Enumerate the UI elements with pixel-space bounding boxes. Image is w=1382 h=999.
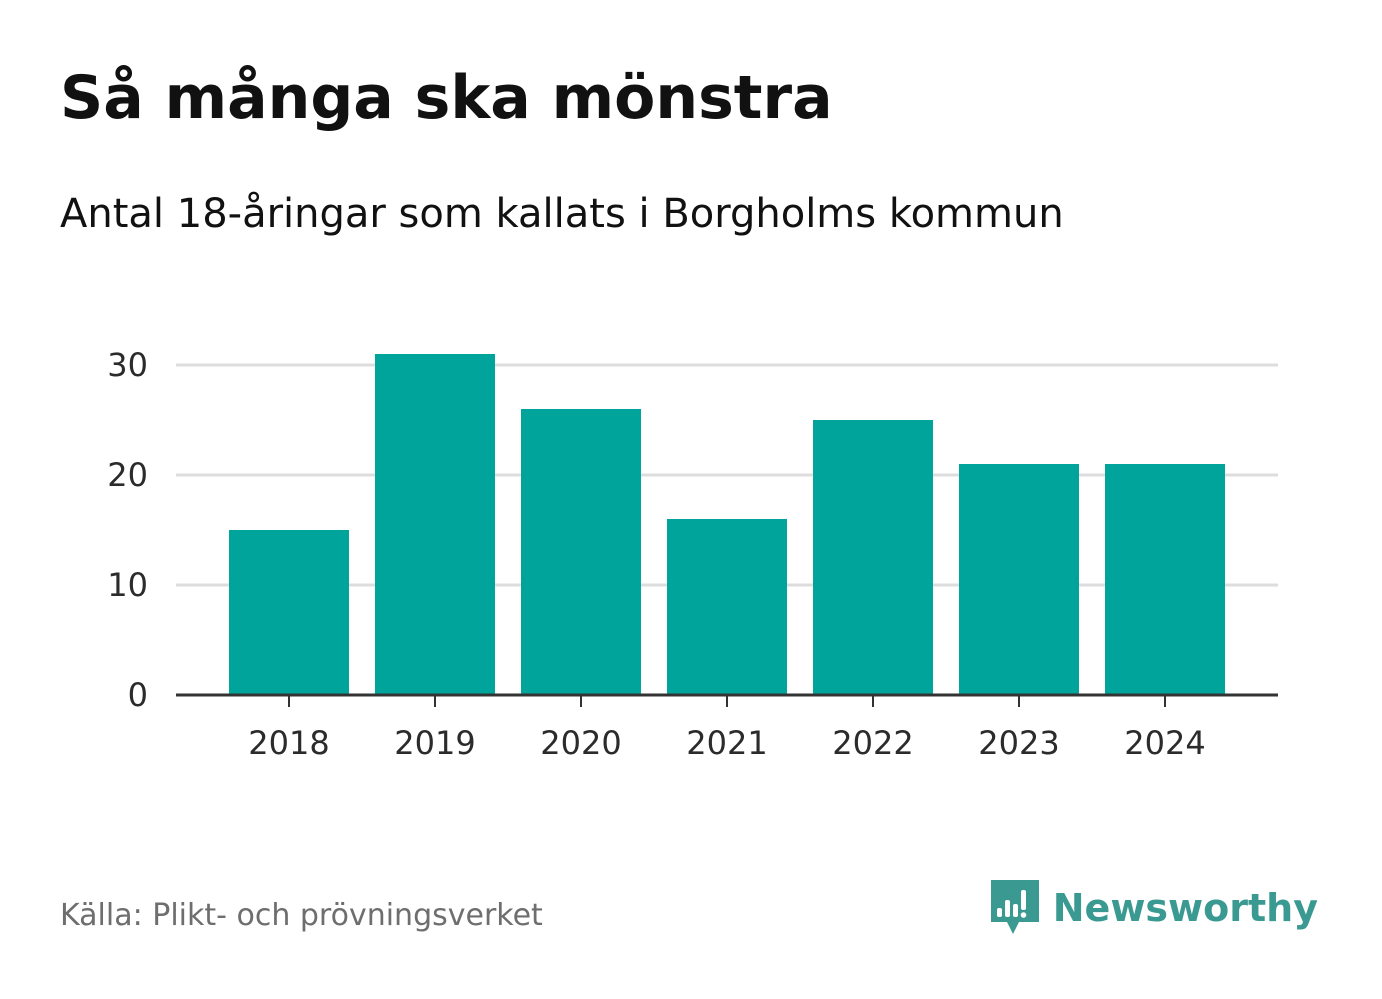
x-tick-label: 2019 [394, 724, 475, 762]
newsworthy-logo-icon [990, 880, 1039, 934]
y-tick-label: 0 [128, 676, 148, 714]
x-tick-label: 2018 [248, 724, 329, 762]
chart-subtitle: Antal 18-åringar som kallats i Borgholms… [60, 191, 1064, 237]
bar [1105, 464, 1225, 695]
bar [959, 464, 1079, 695]
brand-logo: Newsworthy [989, 878, 1318, 938]
bar [813, 420, 933, 695]
x-tick-label: 2022 [832, 724, 913, 762]
y-tick-label: 20 [107, 456, 148, 494]
bar [375, 354, 495, 695]
y-tick-label: 30 [107, 346, 148, 384]
axes: 0 10 20 30 2018 2019 2020 2021 2022 2023 2024 [107, 346, 1278, 762]
bar [667, 519, 787, 695]
bar [229, 530, 349, 695]
chart-title: Så många ska mönstra [60, 63, 833, 133]
y-tick-label: 10 [107, 566, 148, 604]
x-tick-label: 2021 [686, 724, 767, 762]
source-note: Källa: Plikt- och prövningsverket [60, 898, 543, 933]
x-tick-label: 2023 [978, 724, 1059, 762]
brand-name: Newsworthy [1052, 886, 1318, 930]
x-tick-label: 2020 [540, 724, 621, 762]
bar [521, 409, 641, 695]
x-tick-label: 2024 [1124, 724, 1205, 762]
bars [229, 354, 1225, 695]
